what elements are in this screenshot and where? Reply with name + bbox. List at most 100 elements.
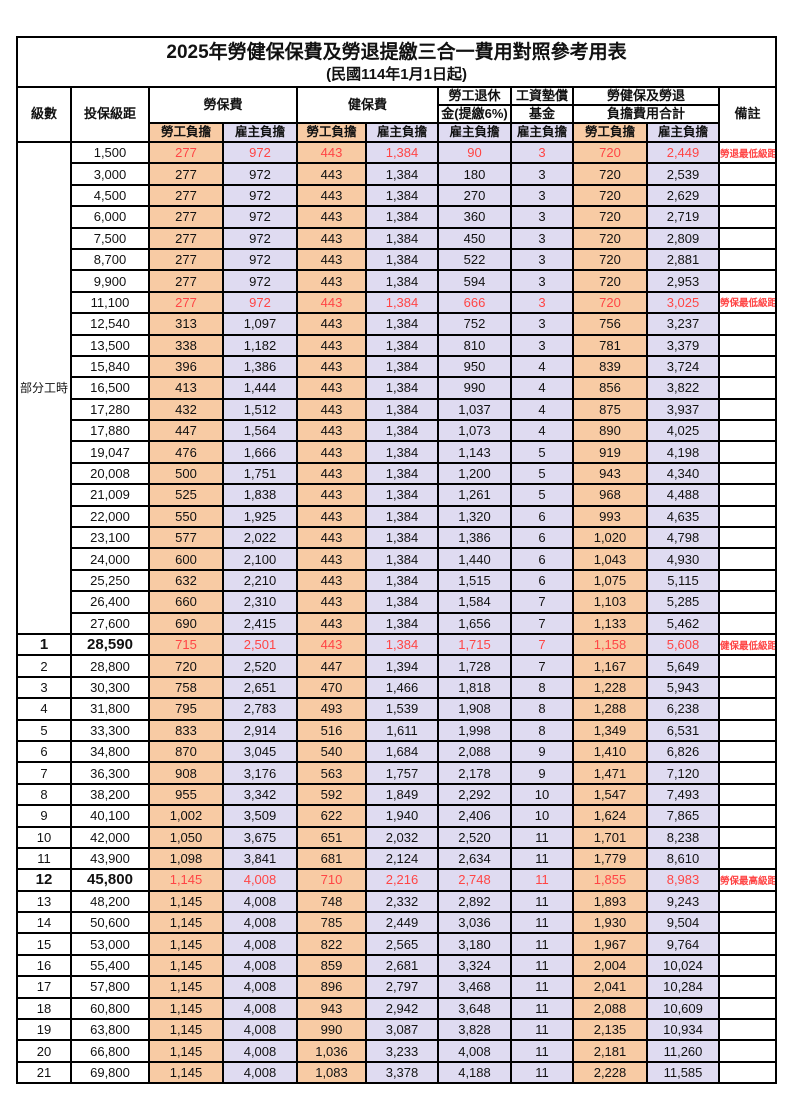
cell-labor-employer: 2,651: [222, 675, 298, 700]
cell-health-employee: 447: [296, 654, 367, 678]
cell-total-employee: 720: [572, 269, 648, 293]
subheader-fund-employer: 雇主負擔: [510, 122, 574, 143]
cell-health-employee: 748: [296, 889, 367, 914]
col-header-fund-line2: 基金: [510, 104, 574, 124]
cell-fund-employer: 11: [510, 868, 574, 892]
cell-total-employer: 6,826: [646, 739, 720, 764]
cell-total-employee: 2,041: [572, 975, 648, 999]
cell-labor-employer: 972: [222, 247, 298, 272]
cell-health-employee: 622: [296, 804, 367, 828]
cell-labor-employee: 660: [148, 590, 224, 614]
cell-pension-employer: 1,908: [437, 697, 512, 721]
cell-total-employer: 7,493: [646, 782, 720, 807]
cell-bracket: 55,400: [70, 953, 150, 978]
cell-health-employer: 1,757: [365, 761, 439, 785]
cell-total-employer: 4,798: [646, 526, 720, 550]
cell-total-employer: 2,449: [646, 140, 720, 165]
cell-pension-employer: 90: [437, 140, 512, 165]
cell-labor-employer: 1,182: [222, 333, 298, 357]
subheader-health-employee: 勞工負擔: [296, 122, 367, 143]
cell-labor-employer: 972: [222, 226, 298, 250]
cell-total-employer: 11,585: [646, 1060, 720, 1085]
premium-table: 2025年勞健保保費及勞退提繳三合一費用對照參考用表 (民國114年1月1日起)…: [15, 36, 778, 1085]
cell-bracket: 33,300: [70, 718, 150, 742]
cell-health-employer: 3,378: [365, 1060, 439, 1085]
cell-health-employee: 443: [296, 162, 367, 186]
cell-total-employer: 10,609: [646, 996, 720, 1021]
cell-level: 2: [16, 654, 72, 678]
cell-health-employer: 1,384: [365, 419, 439, 443]
header-row-sub: 勞工負擔 雇主負擔 勞工負擔 雇主負擔 雇主負擔 雇主負擔 勞工負擔 雇主負擔: [17, 122, 776, 143]
cell-pension-employer: 1,037: [437, 397, 512, 422]
cell-health-employee: 651: [296, 825, 367, 849]
table-row: 3 30,300 758 2,651 470 1,466 1,818 8 1,228 5,943: [16, 675, 778, 700]
cell-labor-employee: 908: [148, 761, 224, 785]
table-row: 25,250 632 2,210 443 1,384 1,515 6 1,075 5,115: [17, 568, 778, 593]
cell-pension-employer: 1,515: [437, 568, 512, 593]
cell-health-employee: 443: [296, 590, 367, 614]
cell-health-employee: 443: [296, 461, 367, 486]
cell-health-employer: 1,384: [365, 269, 439, 293]
table-row: 23,100 577 2,022 443 1,384 1,386 6 1,020 4,798: [17, 526, 778, 550]
cell-note: [717, 568, 778, 593]
cell-total-employer: 8,610: [646, 846, 720, 871]
cell-bracket: 28,800: [70, 654, 150, 678]
cell-bracket: 28,590: [70, 632, 150, 657]
cell-labor-employee: 758: [148, 675, 224, 700]
cell-bracket: 25,250: [70, 568, 150, 593]
table-row: 26,400 660 2,310 443 1,384 1,584 7 1,103 5,285: [17, 590, 778, 614]
cell-labor-employer: 4,008: [222, 868, 298, 892]
cell-pension-employer: 3,468: [437, 975, 512, 999]
cell-pension-employer: 4,188: [437, 1060, 512, 1085]
table-row: 11,100 277 972 443 1,384 666 3 720 3,025 勞保最低級距: [17, 290, 778, 315]
cell-fund-employer: 3: [510, 269, 574, 293]
cell-fund-employer: 6: [510, 568, 574, 593]
cell-bracket: 8,700: [70, 247, 150, 272]
cell-labor-employer: 1,512: [222, 397, 298, 422]
cell-level: 6: [16, 739, 72, 764]
table-row: 11 43,900 1,098 3,841 681 2,124 2,634 11 1,779 8,…: [16, 846, 778, 871]
cell-level: 1: [16, 632, 72, 657]
cell-pension-employer: 1,715: [437, 632, 512, 657]
cell-total-employee: 1,103: [572, 590, 648, 614]
cell-labor-employee: 277: [148, 247, 224, 272]
cell-total-employer: 10,024: [646, 953, 720, 978]
cell-health-employer: 1,384: [365, 632, 439, 657]
cell-total-employer: 5,115: [646, 568, 720, 593]
table-row: 27,600 690 2,415 443 1,384 1,656 7 1,133 5,462: [17, 611, 778, 636]
cell-fund-employer: 3: [510, 140, 574, 165]
cell-labor-employer: 2,415: [222, 611, 298, 636]
cell-fund-employer: 7: [510, 590, 574, 614]
cell-labor-employer: 3,675: [222, 825, 298, 849]
table-row: 6,000 277 972 443 1,384 360 3 720 2,719: [17, 205, 778, 229]
table-row: 3,000 277 972 443 1,384 180 3 720 2,539: [17, 162, 778, 186]
cell-bracket: 15,840: [70, 354, 150, 379]
cell-pension-employer: 1,440: [437, 547, 512, 571]
cell-total-employer: 2,881: [646, 247, 720, 272]
cell-labor-employer: 1,444: [222, 376, 298, 400]
table-row: 19,047 476 1,666 443 1,384 1,143 5 919 4,198: [17, 440, 778, 464]
cell-health-employer: 1,384: [365, 461, 439, 486]
cell-labor-employer: 1,386: [222, 354, 298, 379]
cell-total-employer: 8,238: [646, 825, 720, 849]
col-header-fund-line1: 工資墊償: [510, 86, 574, 106]
cell-bracket: 42,000: [70, 825, 150, 849]
cell-bracket: 17,280: [70, 397, 150, 422]
cell-health-employer: 1,849: [365, 782, 439, 807]
cell-health-employee: 1,083: [296, 1060, 367, 1085]
header-row-groups-2: 金(提繳6%) 基金 負擔費用合計: [17, 104, 776, 124]
cell-labor-employer: 4,008: [222, 1017, 298, 1042]
cell-pension-employer: 2,748: [437, 868, 512, 892]
subheader-labor-employee: 勞工負擔: [148, 122, 224, 143]
cell-health-employee: 859: [296, 953, 367, 978]
cell-labor-employee: 277: [148, 226, 224, 250]
cell-labor-employee: 690: [148, 611, 224, 636]
cell-bracket: 9,900: [70, 269, 150, 293]
page-title: 2025年勞健保保費及勞退提繳三合一費用對照參考用表: [166, 42, 627, 64]
cell-total-employer: 5,943: [646, 675, 720, 700]
cell-health-employee: 443: [296, 376, 367, 400]
cell-labor-employer: 1,925: [222, 504, 298, 529]
table-row: 部分工時 1,500 277 972 443 1,384 90 3 720 2,449 勞退最低級距: [16, 140, 778, 635]
cell-pension-employer: 3,648: [437, 996, 512, 1021]
